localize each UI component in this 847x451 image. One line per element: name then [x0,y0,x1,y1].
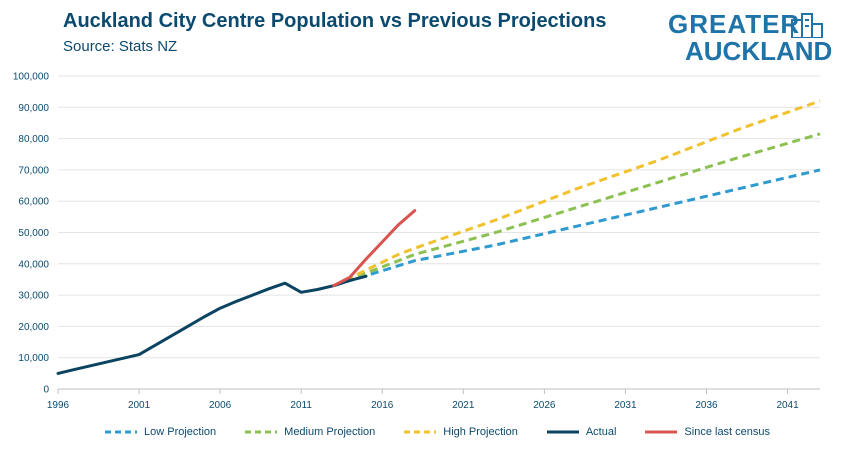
y-tick-label: 20,000 [18,322,49,333]
y-tick-label: 60,000 [18,197,49,208]
y-tick-label: 100,000 [13,72,50,83]
legend-label: Low Projection [144,426,217,438]
legend-swatch [245,430,278,434]
series-line-actual [56,274,368,375]
legend-swatch [105,430,137,434]
x-tick-label: 2041 [776,400,799,411]
x-tick-label: 2026 [533,400,556,411]
logo-text-line1: GREATER [668,9,801,39]
chart-subtitle: Source: Stats NZ [63,38,178,55]
legend-item: High Projection [403,426,518,438]
legend-swatch [645,430,678,434]
x-tick-label: 2031 [614,400,637,411]
grid-lines [58,75,820,359]
y-tick-label: 80,000 [18,134,49,145]
x-tick-label: 2006 [209,400,232,411]
building-icon [791,13,823,38]
x-tick-label: 2011 [290,400,312,411]
y-tick-label: 0 [43,385,49,396]
legend-item: Since last census [644,426,770,438]
legend-label: Medium Projection [284,426,376,438]
y-tick-label: 40,000 [18,259,49,270]
greater-auckland-logo: GREATER AUCKLAND [668,9,834,66]
axes: 0 10,000 20,000 30,000 40,000 50,000 60,000 70,… [13,72,820,411]
legend-item: Actual [546,426,617,438]
chart-legend: Low Projection Medium Projection High Proj… [104,424,798,440]
x-tick-label: 2016 [371,400,394,411]
legend-item: Medium Projection [244,426,375,438]
y-tick-label: 50,000 [18,228,49,239]
series-lines [56,99,821,375]
y-tick-label: 10,000 [18,353,49,364]
series-line-high-projection [332,99,821,288]
x-tick-label: 2001 [128,400,151,411]
legend-label: High Projection [443,426,518,438]
legend-swatch [404,430,437,434]
x-tick-label: 1996 [47,400,70,411]
x-tick-label: 2036 [695,400,718,411]
legend-swatch [546,430,579,434]
y-tick-label: 30,000 [18,291,49,302]
y-tick-label: 70,000 [18,165,49,176]
series-line-medium-projection [333,132,821,288]
series-line-since-last-census [332,209,417,288]
chart-title: Auckland City Centre Population vs Previ… [63,10,607,32]
legend-label: Actual [585,426,617,438]
legend-item: Low Projection [104,426,216,438]
logo-text-line2: AUCKLAND [685,36,833,66]
y-tick-label: 90,000 [18,103,49,114]
legend-label: Since last census [684,426,771,438]
x-tick-label: 2021 [452,400,475,411]
